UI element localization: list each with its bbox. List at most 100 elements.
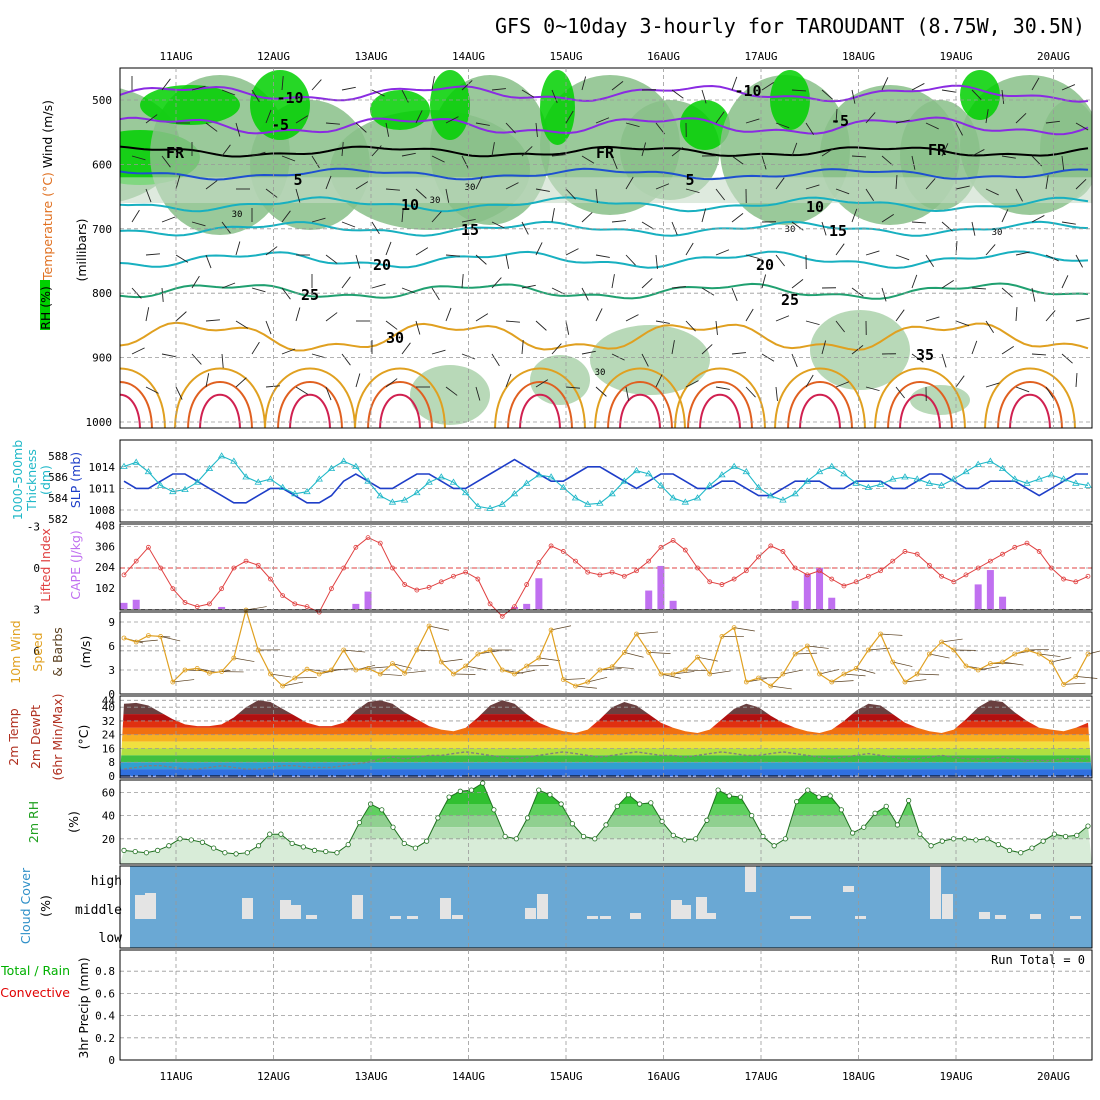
top-date-label: 18AUG: [842, 50, 875, 63]
wind-barb: [221, 221, 231, 234]
rh-shade-low: [910, 385, 970, 415]
thickness-marker: [205, 464, 214, 471]
wind-barb: [145, 307, 150, 322]
wind-barb: [355, 373, 361, 388]
thickness-marker: [547, 473, 555, 480]
panel-frame: [119, 523, 1093, 611]
bottom-date-label: 16AUG: [647, 1070, 680, 1083]
wind-speed-marker: [463, 663, 469, 669]
wind-speed-marker: [548, 627, 554, 633]
li-marker: [573, 558, 578, 564]
cape-bar: [816, 568, 824, 609]
slp-tick-label: 1011: [89, 482, 116, 495]
wind-barb: [1045, 386, 1055, 399]
rh-marker: [401, 840, 407, 847]
wind-barb: [881, 287, 887, 302]
cloud-bar: [290, 905, 301, 919]
thickness-marker: [144, 467, 153, 475]
temp-band: [120, 714, 1092, 721]
thickness-marker: [913, 475, 921, 482]
wind-speed-marker: [1061, 682, 1066, 687]
thickness-marker: [535, 471, 543, 478]
cape-bar: [510, 606, 518, 609]
rh-marker: [480, 780, 486, 786]
wind-barb: [161, 78, 171, 91]
wind-barb: [1075, 373, 1078, 388]
rh2m-axis-label: 2m RH: [26, 801, 41, 843]
cloud-bar: [942, 894, 953, 919]
cloud-bar: [407, 916, 418, 919]
top-date-label: 15AUG: [549, 50, 582, 63]
wind-speed-marker: [902, 679, 908, 685]
barbs-axis-label-line: & Barbs: [50, 627, 65, 677]
wind-barb: [565, 110, 574, 124]
warm-dome: [120, 367, 166, 428]
temp-band: [120, 720, 1092, 728]
wind-barb: [701, 208, 707, 223]
wind-barb: [401, 287, 416, 294]
wind-barb: [461, 155, 469, 169]
wind-barb: [415, 320, 421, 335]
thickness-marker: [767, 492, 775, 499]
rh-shade: [960, 70, 1000, 120]
wind-barb: [205, 373, 210, 388]
wind-barb: [761, 155, 767, 170]
wind-barb: [371, 145, 382, 157]
wind-barb: [251, 89, 260, 103]
li-marker: [939, 573, 944, 579]
slp-tick-label: 1014: [89, 461, 116, 474]
wind-barb: [731, 352, 746, 355]
wind-barb-10m: [428, 625, 450, 631]
cape-bar: [352, 603, 360, 609]
wind-barb: [701, 89, 707, 104]
wind-barb: [1031, 287, 1036, 302]
thickness-marker: [1084, 481, 1092, 488]
rh-marker: [962, 836, 968, 842]
thickness-marker: [1011, 475, 1019, 482]
slp-axis-label: SLP (mb): [68, 452, 83, 508]
panel-frame: [119, 67, 1093, 429]
warm-dome: [120, 381, 153, 428]
warm-dome: [887, 381, 953, 428]
wind-barb: [145, 386, 159, 394]
rh-marker: [805, 787, 811, 793]
wind-barb: [685, 188, 700, 194]
rh-marker: [311, 847, 318, 854]
rh-shade: [680, 100, 730, 150]
wind-speed-marker: [365, 666, 371, 671]
wind-barb: [835, 381, 850, 388]
wind-barb: [1031, 215, 1045, 223]
wind-barb: [505, 320, 520, 323]
rh-marker: [143, 850, 150, 856]
rh-marker: [1085, 823, 1091, 829]
li-axis-label-line: Lifted Index: [38, 528, 53, 602]
thickness-marker: [522, 479, 531, 486]
li-marker: [377, 540, 383, 546]
wind-barb: [341, 353, 351, 366]
rh-marker: [424, 838, 430, 844]
cloud-bar: [537, 894, 548, 919]
rh-marker: [334, 850, 340, 856]
thickness-marker: [583, 500, 592, 507]
wind-barb-10m: [270, 673, 292, 678]
thickness-marker: [693, 494, 702, 501]
wind-barb: [401, 152, 416, 157]
wind-barb: [521, 221, 529, 235]
wind-barb: [985, 382, 1000, 388]
cloud-bar: [705, 913, 716, 919]
li-marker: [499, 613, 505, 619]
temp-band: [120, 741, 1092, 749]
warm-dome: [367, 381, 433, 428]
wind-barb: [1045, 310, 1056, 322]
wind-barb: [625, 122, 640, 128]
wind-barb: [551, 89, 558, 104]
wind-barb: [671, 147, 684, 157]
thickness-axis-label-line: (dm): [38, 465, 53, 495]
dewpt-axis-label-line: 2m DewPt: [28, 705, 43, 769]
rh-marker: [278, 831, 284, 837]
wind-barb: [535, 242, 543, 256]
li-tick-label: 0: [33, 562, 40, 575]
wind-barb-10m: [563, 678, 586, 680]
wind-barb: [685, 380, 699, 388]
